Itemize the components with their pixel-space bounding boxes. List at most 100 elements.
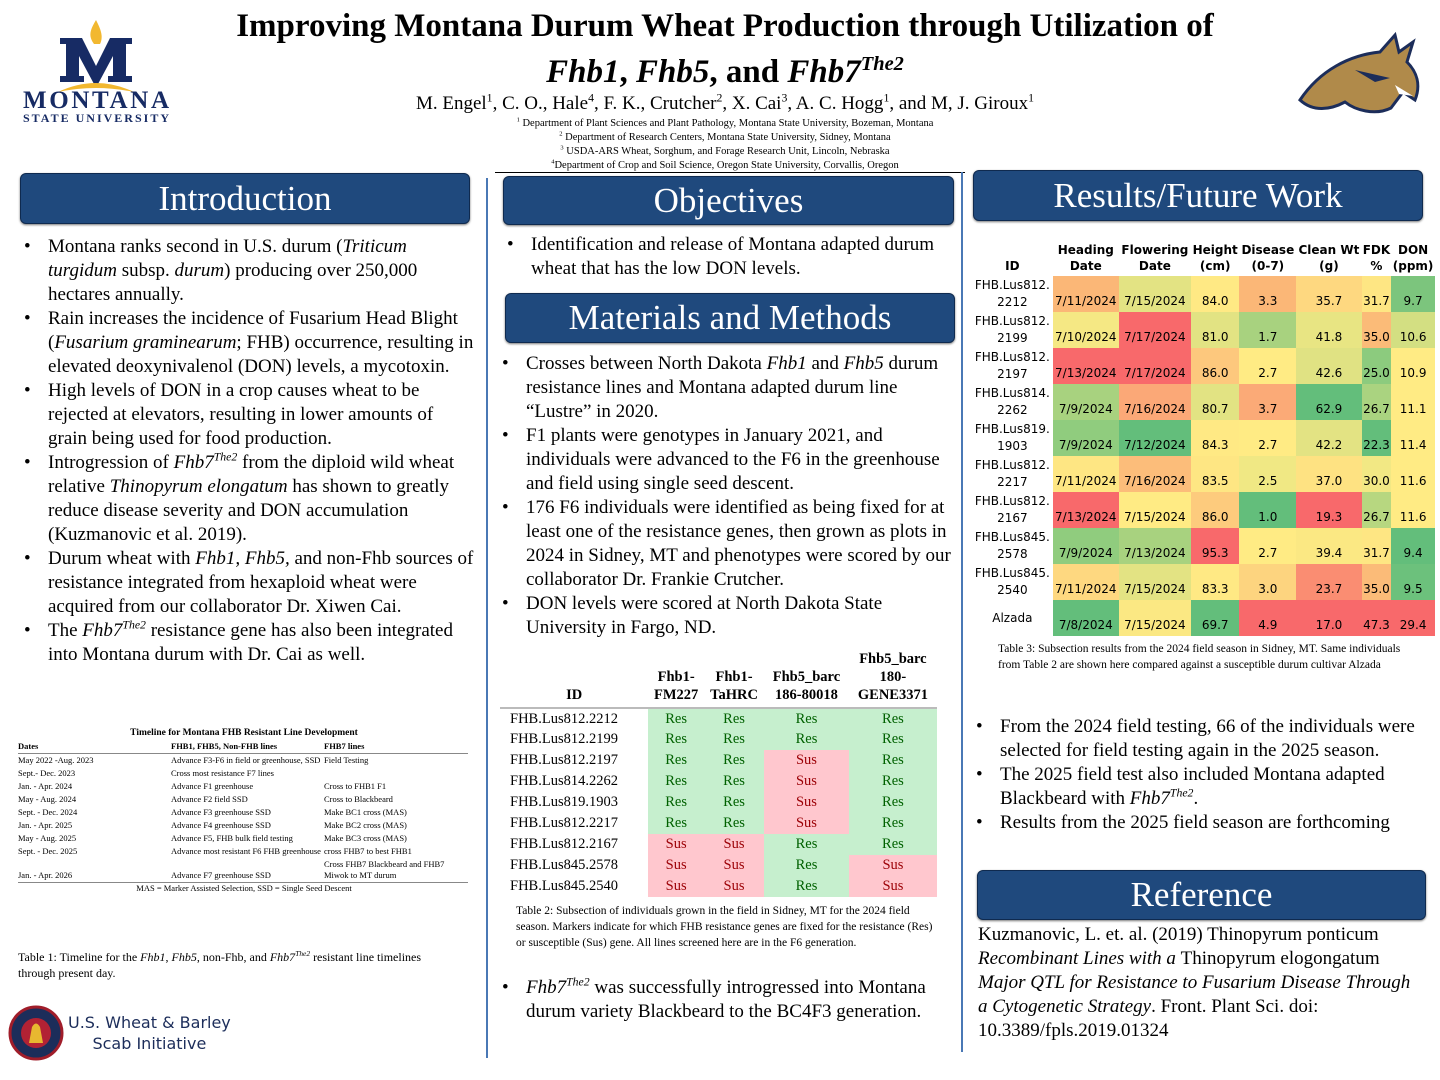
scab-initiative-logo: U.S. Wheat & Barley Scab Initiative [8, 1005, 268, 1061]
row-id: FHB.Lus812. 2212 [974, 278, 1050, 309]
column-header: Fhb1- FM227 [648, 650, 704, 709]
table-cell: Advance F3 greenhouse SSD [171, 807, 271, 817]
text-run: M. Engel [415, 93, 487, 114]
text-run: , [619, 54, 636, 90]
heatmap-cell: 3.0 [1239, 564, 1297, 600]
table-row: FHB.Lus812.2197 Res Res Sus Res [500, 750, 937, 771]
table-row: FHB.Lus845.2540 Sus Sus Res Sus [500, 876, 937, 897]
field-results-table: ID Heading Date Flowering Date Height (cm) D… [972, 242, 1435, 636]
heatmap-cell: 47.3 [1361, 600, 1392, 636]
marker-call: Res [648, 750, 704, 771]
authors: M. Engel1, C. O., Hale4, F. K., Crutcher… [300, 91, 1150, 115]
text-run: 176 F6 individuals were identified as be… [526, 497, 951, 590]
text-run: Department of Plant Sciences and Plant P… [519, 118, 934, 129]
row-id: FHB.Lus812. 2217 [974, 458, 1050, 489]
table-cell: Cross FHB7 Blackbeard and FHB7 Miwok to … [324, 858, 468, 883]
heatmap-cell: 29.4 [1391, 600, 1435, 636]
table-cell: Jan. - Apr. 2026 [18, 858, 171, 883]
timeline-table: Dates FHB1, FHB5, Non-FHB lines FHB7 lines… [18, 740, 468, 883]
table-cell: Field Testing [324, 755, 369, 765]
table-row: Jan. - Apr. 2026 Advance F7 greenhouse SS… [18, 858, 468, 883]
text-run: Introgression of [48, 452, 174, 473]
list-item: 176 F6 individuals were identified as be… [498, 496, 953, 592]
column-divider [961, 172, 963, 1052]
heatmap-cell: 69.7 [1190, 600, 1240, 636]
heatmap-cell: 7/12/2024 [1118, 420, 1191, 456]
table-cell: May - Aug. 2025 [18, 833, 77, 843]
table-cell: Advance F7 greenhouse SSD [171, 858, 324, 883]
table-row: FHB.Lus812.2212 Res Res Res Res [500, 708, 937, 729]
list-item: Results from the 2025 field season are f… [972, 811, 1427, 835]
marker-call: Res [703, 729, 765, 750]
text-run: The [48, 620, 83, 641]
text-run: and non-Fhb sources of resistance integr… [48, 548, 474, 617]
row-id: Alzada [992, 610, 1033, 625]
affiliation-4: 4Department of Crop and Soil Science, Or… [300, 159, 1150, 173]
text-run: Fhb7 [269, 950, 296, 964]
heatmap-cell: 37.0 [1296, 456, 1362, 492]
table-cell: Cross to Blackbeard [324, 794, 393, 804]
marker-table: ID Fhb1- FM227 Fhb1- TaHRC Fhb5_barc 186-80… [500, 650, 937, 897]
row-id: FHB.Lus812.2217 [510, 815, 618, 831]
heatmap-cell: 7/8/2024 [1052, 600, 1119, 636]
heatmap-cell: 2.7 [1239, 420, 1297, 456]
text-run: F1 plants were genotypes in January 2021… [526, 425, 940, 494]
text-run: Triticum turgidum [48, 236, 407, 281]
marker-call: Sus [648, 834, 704, 855]
heatmap-cell: 7/13/2024 [1118, 528, 1191, 564]
heatmap-cell: 2.7 [1239, 348, 1297, 384]
heatmap-cell: 7/15/2024 [1118, 276, 1191, 312]
results-heading: Results/Future Work [973, 170, 1423, 221]
reference-text: Kuzmanovic, L. et. al. (2019) Thinopyrum… [978, 923, 1418, 1043]
heatmap-cell: 7/9/2024 [1052, 420, 1119, 456]
text-run: The2 [122, 618, 146, 632]
heatmap-cell: 11.6 [1391, 492, 1435, 528]
text-run: 2 [716, 91, 723, 105]
marker-call: Res [764, 708, 849, 729]
timeline-table-figure: Timeline for Montana FHB Resistant Line … [18, 728, 470, 893]
heatmap-cell: 31.7 [1361, 276, 1392, 312]
text-run: Thinopyrum elongatum [109, 476, 288, 497]
marker-call: Sus [648, 855, 704, 876]
list-item: DON levels were scored at North Dakota S… [498, 592, 953, 640]
table2-caption: Table 2: Subsection of individuals grown… [516, 905, 933, 949]
heatmap-cell: 81.0 [1190, 312, 1240, 348]
text-run: Department of Research Centers, Montana … [562, 132, 891, 143]
table-cell: Cross most resistance F7 lines [171, 768, 274, 778]
marker-call: Res [703, 813, 765, 834]
svg-text:MONTANA: MONTANA [23, 87, 169, 114]
introduction-bullets: Montana ranks second in U.S. durum (Trit… [20, 235, 475, 667]
heatmap-cell: 84.3 [1190, 420, 1240, 456]
text-run: was successfully introgressed into Monta… [526, 977, 926, 1022]
list-item: Rain increases the incidence of Fusarium… [20, 307, 475, 379]
text-run: Fhb7 [787, 54, 861, 90]
affiliation-1: 1 Department of Plant Sciences and Plant… [300, 117, 1150, 131]
column-header: Flowering Date [1121, 243, 1189, 273]
table-row: FHB.Lus814.2262 Res Res Sus Res [500, 771, 937, 792]
marker-call: Res [648, 813, 704, 834]
marker-call: Res [764, 729, 849, 750]
table-row: FHB.Lus845. 2540 7/11/2024 7/15/2024 83.3 3.… [972, 564, 1435, 600]
column-divider [486, 178, 488, 1058]
text-run: 3 [781, 91, 788, 105]
column-header: Clean Wt (g) [1298, 243, 1360, 273]
text-run: High levels of DON in a crop causes whea… [48, 380, 434, 449]
text-run: Montana ranks second in U.S. durum ( [48, 236, 343, 257]
heatmap-cell: 31.7 [1361, 528, 1392, 564]
heatmap-cell: 86.0 [1190, 348, 1240, 384]
heatmap-cell: 84.0 [1190, 276, 1240, 312]
heatmap-cell: 3.3 [1239, 276, 1297, 312]
table-cell: Make BC3 cross (MAS) [324, 833, 407, 843]
table-row: Alzada 7/8/2024 7/15/2024 69.7 4.9 17.0 47.3 29… [972, 600, 1435, 636]
text-run: 1 [516, 116, 520, 124]
methods-bullets: Crosses between North Dakota Fhb1 and Fh… [498, 352, 953, 640]
marker-call: Res [703, 708, 765, 729]
affiliation-3: 3 USDA-ARS Wheat, Sorghum, and Forage Re… [300, 145, 1150, 159]
table-cell: Jan. - Apr. 2024 [18, 781, 73, 791]
column-header: Heading Date [1057, 243, 1114, 273]
text-run: Fhb1 [766, 353, 807, 374]
heatmap-cell: 3.7 [1239, 384, 1297, 420]
table-cell: Advance F5, FHB bulk field testing [171, 833, 293, 843]
timeline-footnote: MAS = Marker Assisted Selection, SSD = S… [136, 883, 352, 893]
list-item: The Fhb7The2 resistance gene has also be… [20, 619, 475, 667]
